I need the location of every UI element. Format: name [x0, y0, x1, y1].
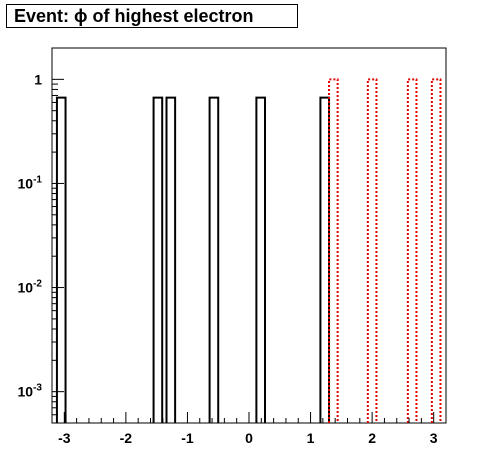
x-tick-label-3: 0 [245, 430, 253, 446]
histogram-bin-s1-2 [406, 78, 418, 423]
y-tick-label-2: 10-2 [18, 279, 43, 296]
histogram-bin-s0-0 [55, 96, 67, 423]
histogram-bin-s0-5 [319, 96, 331, 423]
histogram-bin-s1-0 [328, 78, 339, 423]
chart-title: Event: ϕ of highest electron [14, 6, 254, 26]
x-tick-label-1: -2 [120, 430, 133, 446]
histogram-bin-s1-3 [430, 78, 442, 423]
plot-frame [51, 47, 447, 424]
y-tick-label-3: 10-3 [18, 383, 43, 400]
y-tick-label-1: 10-1 [18, 174, 43, 191]
histogram-bin-s0-4 [255, 96, 267, 423]
x-tick-label-2: -1 [181, 430, 194, 446]
x-tick-label-5: 2 [368, 430, 376, 446]
x-tick-label-0: -3 [58, 430, 71, 446]
y-tick-label-0: 1 [34, 71, 42, 87]
histogram-bin-s1-1 [366, 78, 378, 423]
histogram-bin-s0-2 [165, 96, 177, 423]
chart-title-box: Event: ϕ of highest electron [6, 4, 298, 28]
histogram-bin-s0-3 [208, 96, 220, 423]
histogram-bin-s0-1 [152, 96, 164, 423]
x-tick-label-6: 3 [430, 430, 438, 446]
x-tick-label-4: 1 [307, 430, 315, 446]
